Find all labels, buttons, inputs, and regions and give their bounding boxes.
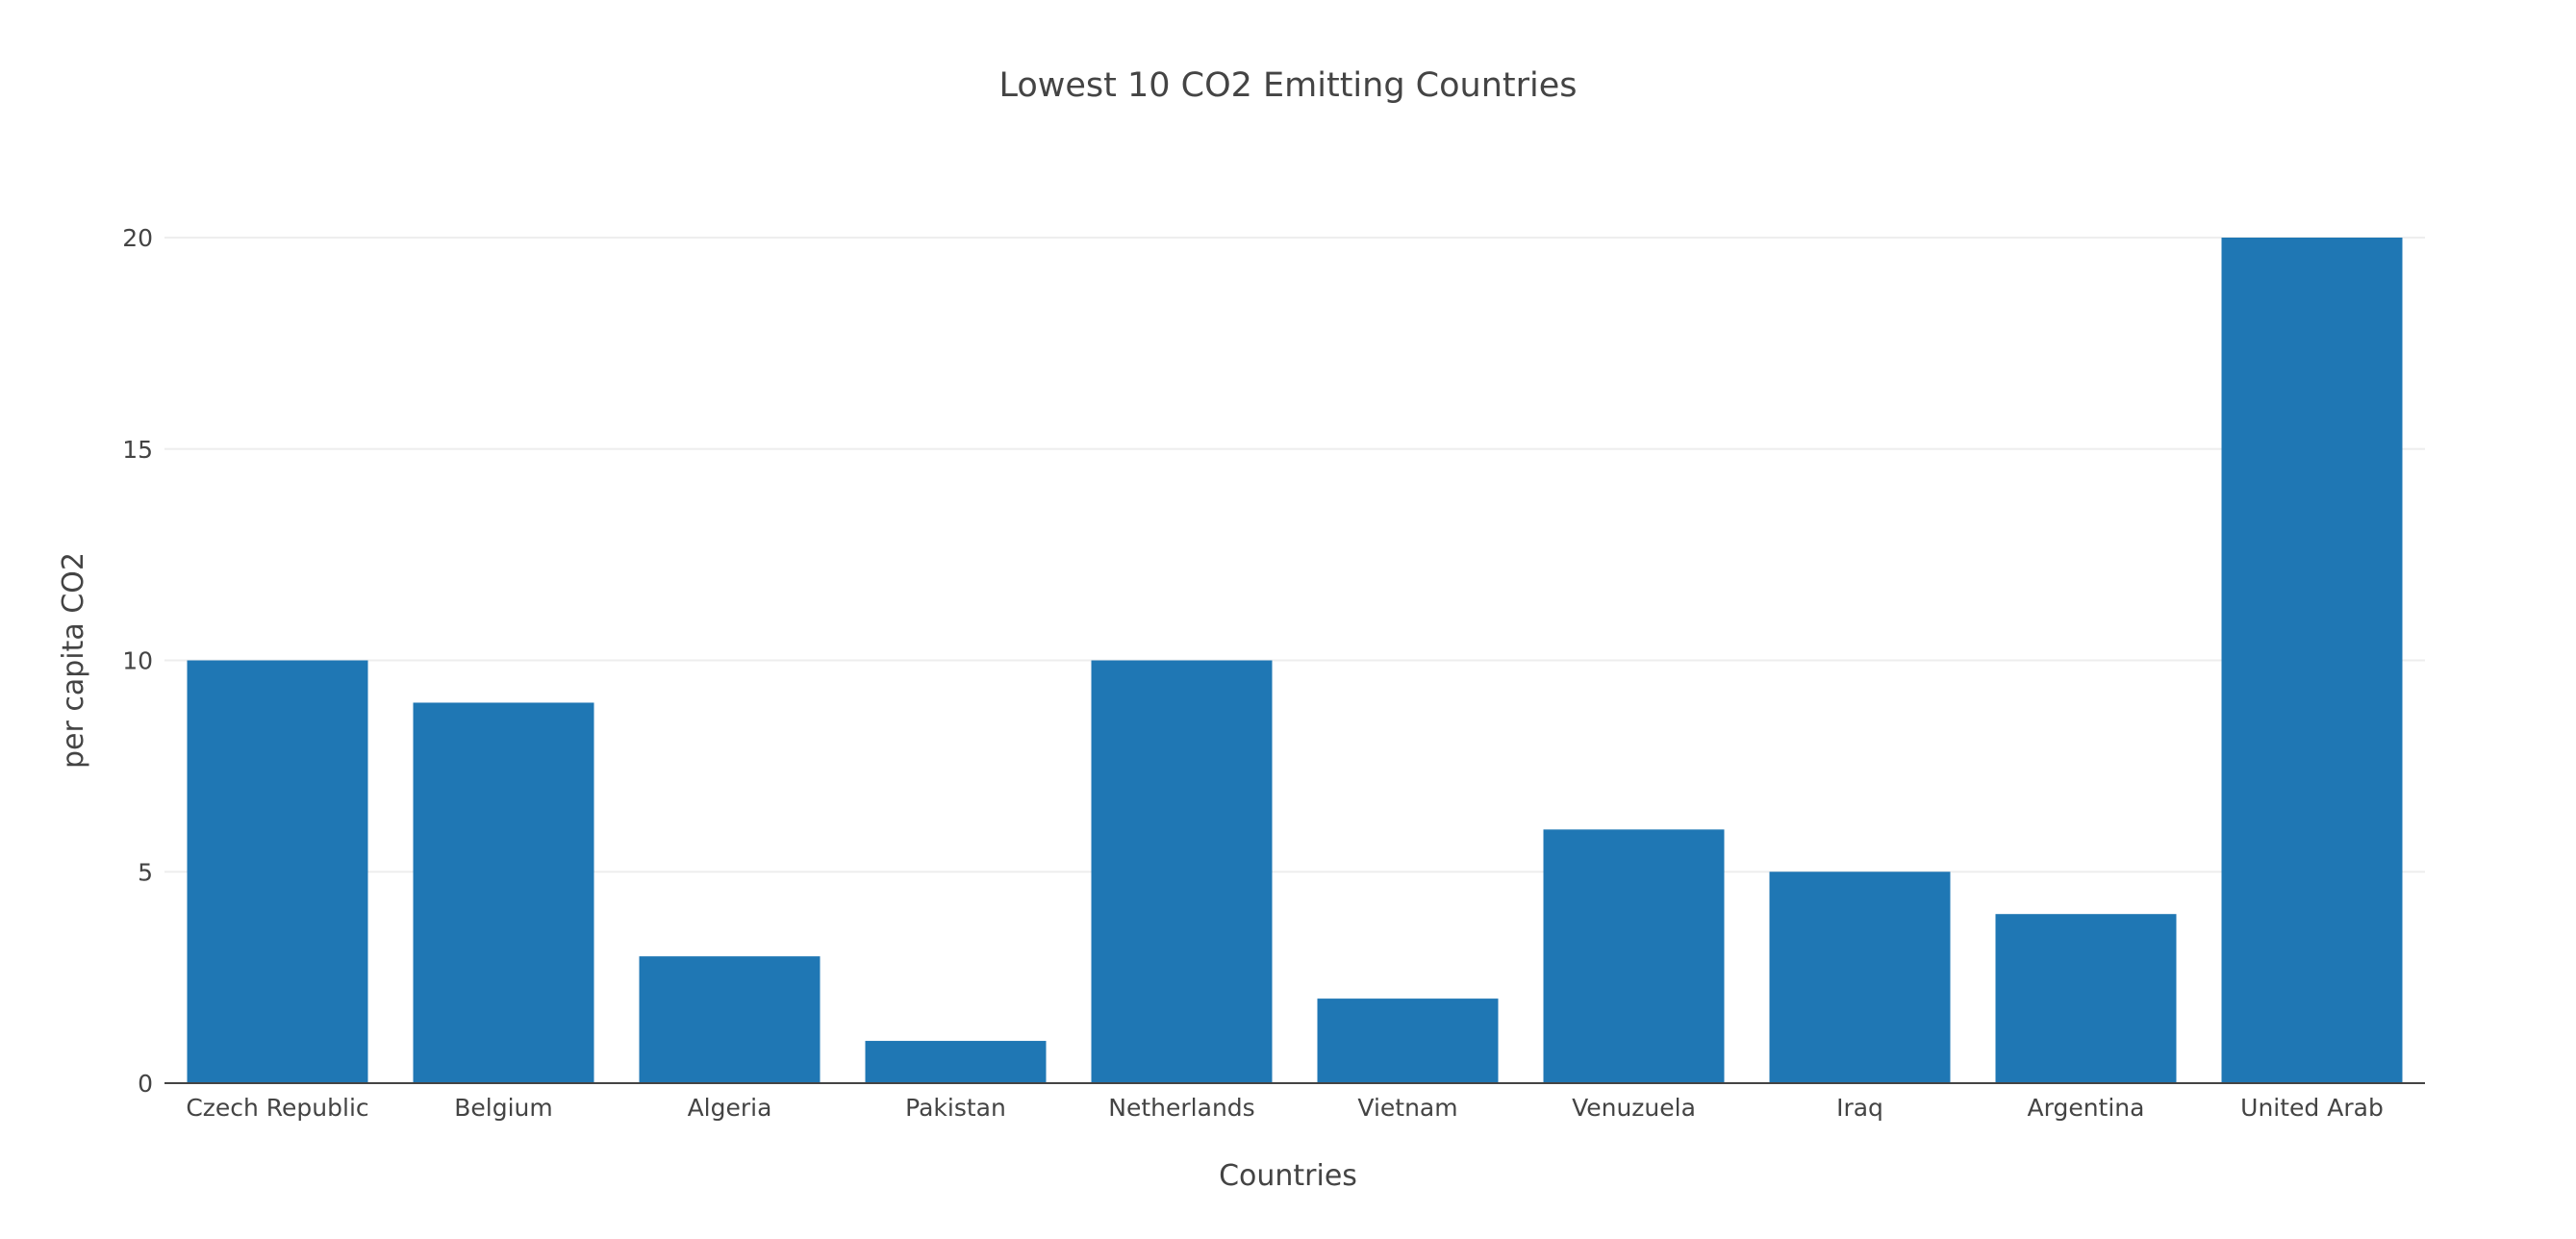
y-axis-ticks: 0 5 10 15 20 [122, 224, 153, 1098]
bar [639, 956, 821, 1083]
bar [865, 1041, 1047, 1083]
x-axis-title: Countries [1219, 1159, 1357, 1193]
bar [2221, 238, 2403, 1083]
bar [1995, 914, 2177, 1083]
y-tick-label: 10 [122, 647, 153, 675]
x-tick-label: Argentina [2028, 1094, 2145, 1122]
y-axis-title: per capita CO2 [57, 552, 90, 769]
bar [1769, 872, 1951, 1083]
x-tick-label: Czech Republic [186, 1094, 368, 1122]
x-tick-label: Venuzuela [1572, 1094, 1696, 1122]
y-tick-label: 15 [122, 436, 153, 464]
chart-title: Lowest 10 CO2 Emitting Countries [998, 66, 1577, 105]
bar [413, 702, 594, 1083]
x-tick-label: Vietnam [1357, 1094, 1457, 1122]
bar [1317, 999, 1499, 1083]
gridlines [164, 237, 2425, 873]
x-tick-label: Iraq [1836, 1094, 1883, 1122]
x-tick-label: Algeria [688, 1094, 772, 1122]
x-tick-label: Belgium [454, 1094, 553, 1122]
bars [187, 238, 2403, 1083]
x-tick-label: Netherlands [1108, 1094, 1254, 1122]
y-tick-label: 20 [122, 224, 153, 252]
x-tick-label: United Arab [2240, 1094, 2384, 1122]
x-axis-ticks: Czech Republic Belgium Algeria Pakistan Neth… [186, 1094, 2384, 1122]
bar [187, 660, 368, 1083]
bar [1091, 660, 1273, 1083]
bar [1543, 829, 1725, 1083]
x-tick-label: Pakistan [905, 1094, 1006, 1122]
y-tick-label: 0 [138, 1070, 153, 1098]
y-tick-label: 5 [138, 858, 153, 886]
